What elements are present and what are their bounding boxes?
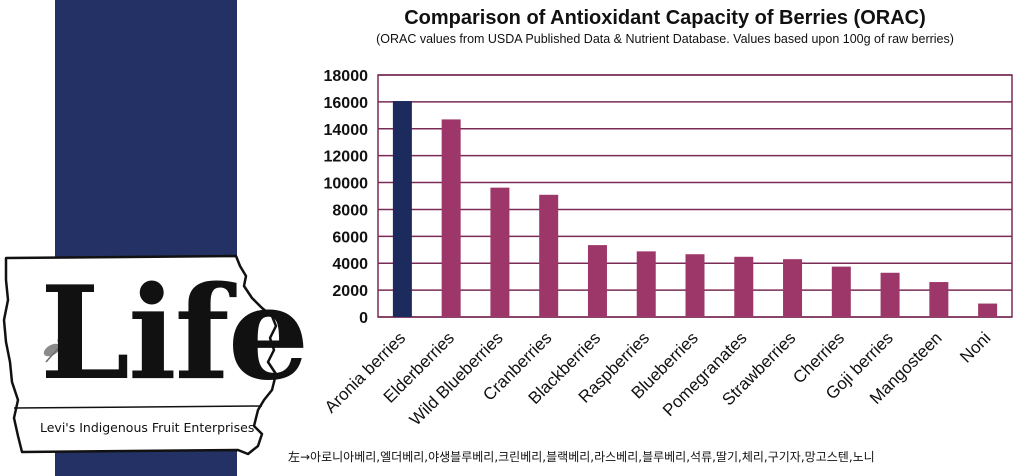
leaf-sprig-icon bbox=[43, 337, 71, 363]
logo-wordmark: Life bbox=[40, 259, 309, 409]
y-tick-label: 4000 bbox=[332, 256, 368, 273]
y-tick-label: 14000 bbox=[324, 122, 369, 139]
y-tick-label: 0 bbox=[359, 310, 368, 327]
x-tick-label: Pomegranates bbox=[659, 328, 751, 420]
chart-subtitle: (ORAC values from USDA Published Data & … bbox=[376, 32, 954, 46]
korean-berry-list: 左→아로니아베리,엘더베리,야생블루베리,크린베리,블랙베리,라스베리,블루베리… bbox=[288, 450, 875, 464]
iowa-state-outline-icon bbox=[2, 254, 278, 456]
bar bbox=[831, 266, 851, 317]
iowa-outline-logo bbox=[0, 250, 290, 460]
bar bbox=[880, 272, 900, 317]
y-tick-label: 16000 bbox=[324, 95, 369, 112]
bar bbox=[929, 282, 949, 317]
bar bbox=[490, 187, 510, 317]
bar bbox=[636, 251, 656, 317]
y-tick-label: 6000 bbox=[332, 229, 368, 246]
bar bbox=[392, 101, 412, 318]
y-tick-label: 8000 bbox=[332, 202, 368, 219]
bar bbox=[587, 245, 607, 317]
bar bbox=[685, 254, 705, 317]
y-tick-label: 12000 bbox=[324, 149, 369, 166]
bar bbox=[978, 303, 998, 317]
bar bbox=[539, 194, 559, 317]
logo-tagline: Levi's Indigenous Fruit Enterprises bbox=[40, 420, 255, 435]
y-tick-label: 10000 bbox=[324, 176, 369, 193]
bar bbox=[734, 256, 754, 317]
bar bbox=[441, 119, 461, 317]
y-tick-label: 2000 bbox=[332, 283, 368, 300]
x-tick-label: Noni bbox=[956, 328, 994, 366]
chart-title: Comparison of Antioxidant Capacity of Be… bbox=[404, 7, 926, 29]
y-tick-label: 18000 bbox=[324, 68, 369, 85]
bar bbox=[783, 259, 803, 317]
